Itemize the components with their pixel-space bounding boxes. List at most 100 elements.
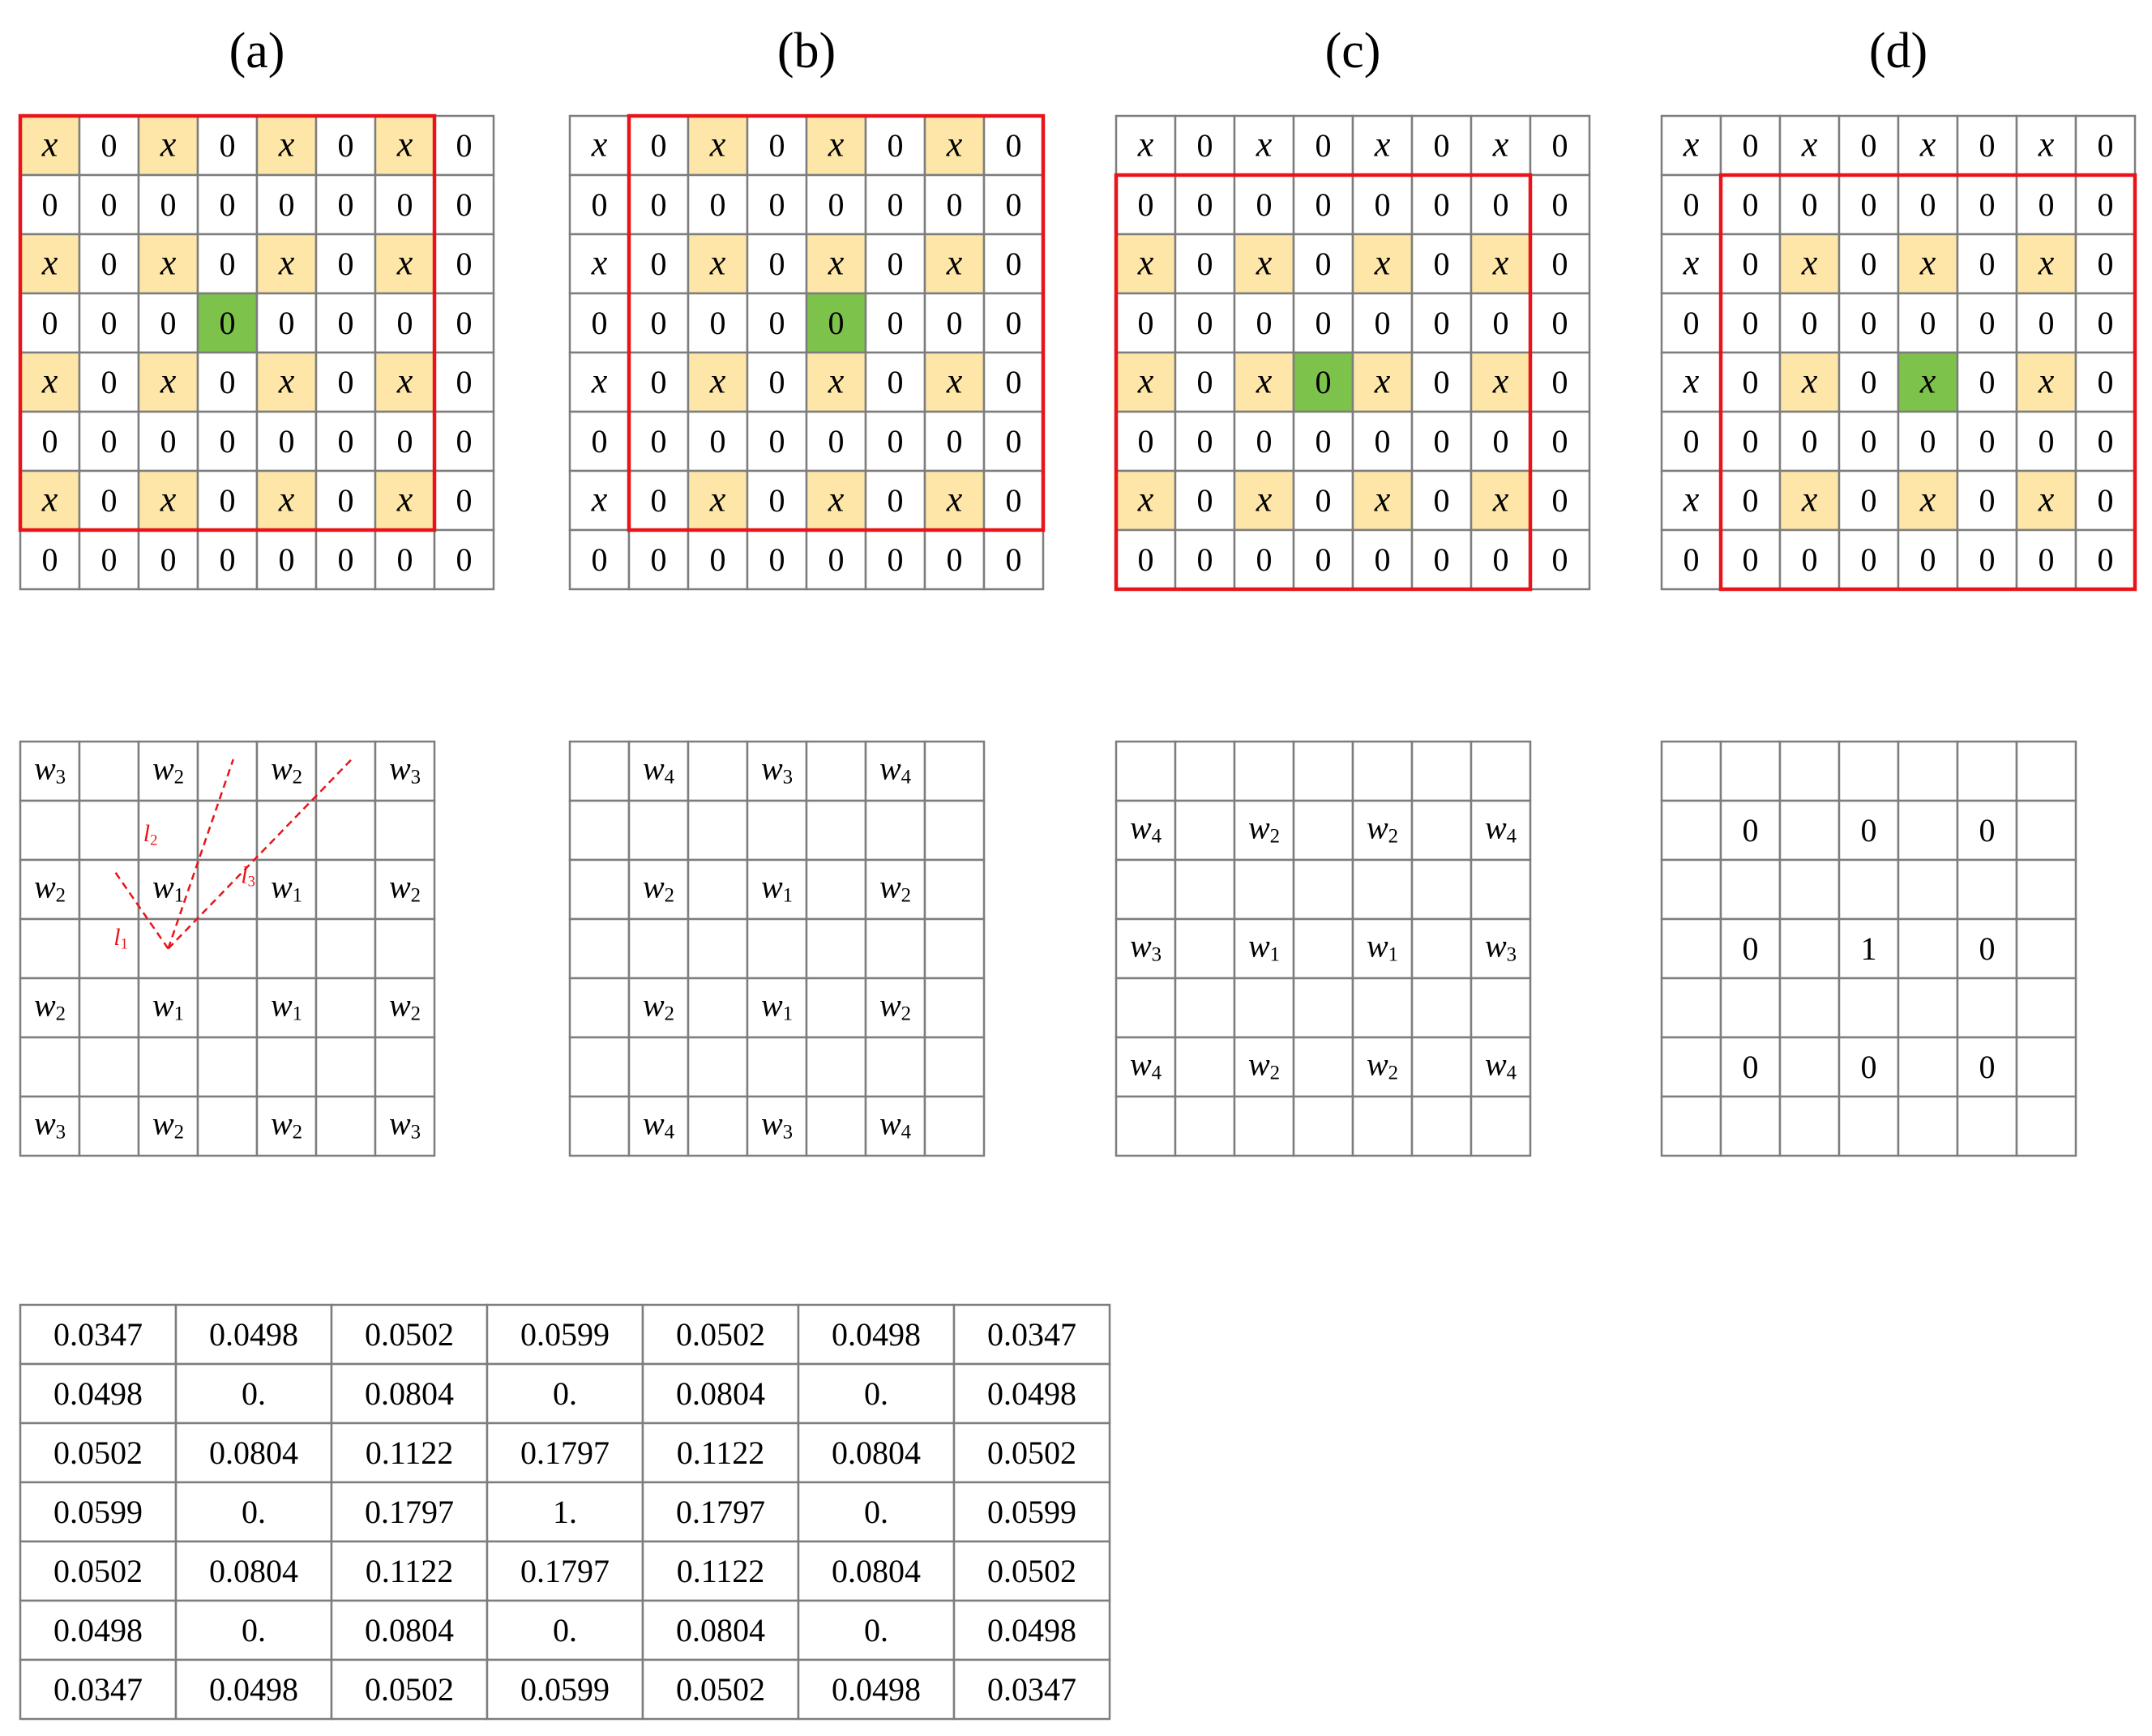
weight-cell (1778, 740, 1841, 802)
weight-cell (627, 858, 690, 921)
cell-value: 0 (1256, 423, 1273, 460)
cell-value: x (828, 124, 845, 164)
cell-value: 0 (397, 541, 413, 578)
weight-grid-a: w3 w2 w2 w3 w2 w1 w1 w2 w2 w1 w1 w2 w3 w2 w2 w3 (19, 740, 436, 1157)
cell-value: 0 (1979, 186, 1996, 223)
table-cell (19, 1599, 178, 1661)
grid-cell (687, 233, 749, 295)
cell-value: 0 (1375, 423, 1391, 460)
cell-value: x (828, 479, 845, 519)
table-value: 0.0502 (365, 1671, 454, 1708)
table-cell (330, 1599, 489, 1661)
cell-value: 0 (456, 423, 473, 460)
weight-cell (1956, 1095, 2018, 1157)
grid-cell (923, 528, 986, 591)
cell-value: 0 (888, 186, 904, 223)
grid-cell (923, 469, 986, 532)
cell-value: x (1137, 361, 1154, 400)
cell-value: 0 (888, 482, 904, 519)
cell-value: x (1919, 361, 1936, 400)
cell-value: x (41, 479, 58, 519)
weight-cell (78, 1095, 140, 1157)
cell-value: 0 (769, 364, 785, 400)
grid-cell (1660, 233, 1722, 295)
cell-value: 0 (592, 541, 608, 578)
grid-cell (1233, 528, 1295, 591)
grid-cell (1115, 114, 1177, 177)
cell-value: x (396, 124, 413, 164)
weight-cell (1410, 799, 1473, 862)
weight-cell (1956, 977, 2018, 1039)
cell-value: 0 (220, 541, 236, 578)
weight-cell (864, 740, 926, 802)
cell-value: 0 (1434, 186, 1450, 223)
cell-value: 0 (828, 423, 845, 460)
grid-cell (1719, 469, 1782, 532)
grid-cell (255, 233, 318, 295)
grid-cell (1292, 292, 1354, 354)
weight-cell (1292, 858, 1354, 921)
grid-cell (1956, 292, 2018, 354)
cell-value: 0 (2039, 541, 2055, 578)
weight-cell (374, 799, 436, 862)
grid-cell (1410, 410, 1473, 472)
table-cell (330, 1658, 489, 1721)
cell-value: 0 (828, 305, 845, 341)
cell-value: 0 (101, 364, 118, 400)
table-value: 0.1122 (366, 1435, 454, 1471)
weight-cell (314, 740, 377, 802)
table-cell (952, 1540, 1111, 1602)
grid-cell (1719, 410, 1782, 472)
cell-value: 0 (1802, 541, 1818, 578)
weight-cell (1897, 1036, 1959, 1098)
grid-cell (687, 410, 749, 472)
weight-label: w2 (1248, 809, 1280, 847)
cell-value: x (709, 479, 726, 519)
table-value: 0. (242, 1375, 266, 1412)
weight-cell (1351, 1095, 1414, 1157)
cell-value: x (2038, 124, 2055, 164)
grid-cell (746, 351, 808, 413)
table-value: 0.0498 (53, 1375, 143, 1412)
cell-value: 0 (279, 541, 295, 578)
grid-cell (1529, 528, 1591, 591)
table-value: 0.0804 (209, 1435, 298, 1471)
cell-value: 0 (1979, 127, 1996, 164)
cell-value: 0 (160, 186, 177, 223)
weight-cell (1233, 1095, 1295, 1157)
weight-cell (687, 977, 749, 1039)
cell-value: 0 (710, 186, 726, 223)
cell-value: x (1683, 479, 1700, 519)
cell-value: 0 (1684, 186, 1700, 223)
table-value: 0.1122 (366, 1553, 454, 1589)
cell-value: 0 (1197, 246, 1213, 282)
cell-value: 0 (592, 305, 608, 341)
table-cell (19, 1362, 178, 1425)
cell-value: x (1492, 242, 1509, 282)
cell-value: 0 (1684, 423, 1700, 460)
cell-value: x (1683, 361, 1700, 400)
weight-cell (1778, 977, 1841, 1039)
table-cell (174, 1658, 333, 1721)
weight-label: w3 (389, 750, 421, 788)
center-cell (1292, 351, 1354, 413)
weight-cell (1956, 740, 2018, 802)
table-cell (641, 1303, 800, 1366)
grid-cell (982, 410, 1045, 472)
grid-cell (1838, 528, 1900, 591)
grid-cell (1778, 351, 1841, 413)
cell-value: x (1492, 479, 1509, 519)
weight-cell (1115, 917, 1177, 980)
grid-cell (687, 351, 749, 413)
cell-value: 0 (1006, 127, 1022, 164)
weight-cell (568, 1095, 631, 1157)
cell-value: 0 (456, 186, 473, 223)
cell-value: 0 (1197, 482, 1213, 519)
cell-value: x (2038, 361, 2055, 400)
grid-cell (568, 114, 631, 177)
cell-value: 0 (1861, 246, 1877, 282)
weight-cell (137, 799, 199, 862)
grid-cell (805, 469, 867, 532)
weight-cell (568, 740, 631, 802)
weight-label: w3 (761, 1105, 793, 1143)
